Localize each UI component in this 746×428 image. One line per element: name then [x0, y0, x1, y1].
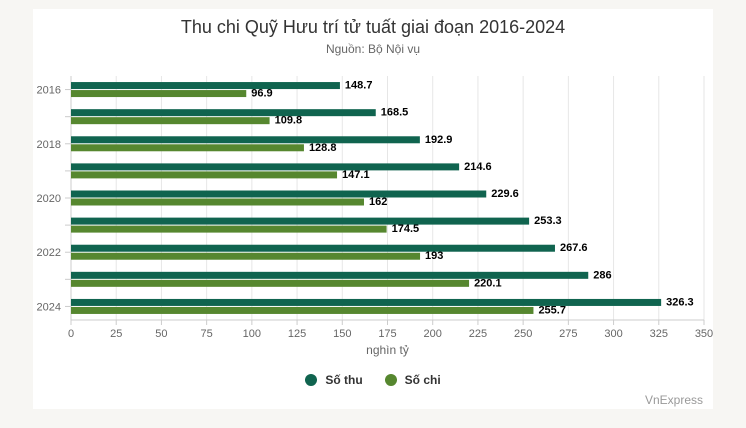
- bar-so-chi: [71, 117, 270, 125]
- data-label: 214.6: [464, 161, 492, 173]
- data-label: 128.8: [309, 142, 337, 154]
- x-tick-label: 250: [514, 328, 532, 340]
- x-tick-label: 300: [604, 328, 622, 340]
- bar-so-thu: [71, 271, 589, 279]
- bar-so-chi: [71, 279, 470, 287]
- bar-so-thu: [71, 244, 555, 252]
- bar-so-chi: [71, 225, 387, 233]
- chart-card: Thu chi Quỹ Hưu trí tử tuất giai đoạn 20…: [33, 9, 713, 409]
- x-tick-label: 225: [469, 328, 487, 340]
- legend-item-so-thu[interactable]: Số thu: [305, 373, 363, 387]
- data-label: 286: [593, 269, 611, 281]
- x-tick-label: 75: [201, 328, 213, 340]
- bar-so-chi: [71, 90, 247, 98]
- bar-so-thu: [71, 163, 460, 171]
- x-tick-label: 0: [68, 328, 74, 340]
- x-tick-label: 25: [110, 328, 122, 340]
- y-tick-label: 2016: [37, 85, 61, 97]
- bar-so-chi: [71, 252, 421, 260]
- bar-so-thu: [71, 136, 420, 144]
- x-tick-label: 175: [378, 328, 396, 340]
- x-tick-label: 125: [288, 328, 306, 340]
- data-label: 267.6: [560, 242, 588, 254]
- data-label: 109.8: [275, 115, 303, 127]
- bar-so-thu: [71, 298, 662, 306]
- data-label: 192.9: [425, 134, 453, 146]
- y-tick-label: 2018: [37, 139, 61, 151]
- chart-title: Thu chi Quỹ Hưu trí tử tuất giai đoạn 20…: [180, 17, 566, 37]
- data-label: 253.3: [534, 215, 562, 227]
- data-label: 193: [425, 250, 443, 262]
- legend-marker: [305, 374, 318, 386]
- bar-so-chi: [71, 306, 534, 314]
- bar-so-thu: [71, 109, 376, 117]
- data-label: 255.7: [538, 304, 566, 316]
- y-tick-label: 2022: [37, 247, 61, 259]
- bar-so-thu: [71, 217, 530, 225]
- chart-subtitle: Nguồn: Bộ Nội vụ: [325, 42, 421, 56]
- x-tick-label: 100: [243, 328, 261, 340]
- x-tick-label: 50: [155, 328, 167, 340]
- source-credit: VnExpress: [644, 393, 703, 407]
- x-tick-label: 350: [695, 328, 713, 340]
- bar-chart-plot: 0 25 50 75 100 125 150 175 200 225 250 275 300 325 350…: [37, 76, 713, 357]
- data-label: 148.7: [345, 80, 373, 92]
- legend-label: Số chi: [404, 373, 441, 387]
- legend-marker: [384, 374, 397, 386]
- x-axis-title: nghìn tỷ: [366, 343, 409, 357]
- x-tick-label: 150: [333, 328, 351, 340]
- data-label: 147.1: [342, 169, 370, 181]
- data-label: 220.1: [474, 277, 502, 289]
- legend-label: Số thu: [325, 373, 363, 387]
- x-tick-label: 325: [650, 328, 668, 340]
- data-label: 168.5: [381, 107, 409, 119]
- data-label: 96.9: [251, 88, 272, 100]
- bar-so-chi: [71, 198, 364, 206]
- y-tick-label: 2020: [37, 193, 61, 205]
- data-label: 174.5: [392, 223, 420, 235]
- bar-so-chi: [71, 144, 304, 152]
- data-label: 326.3: [666, 296, 694, 308]
- data-label: 229.6: [491, 188, 519, 200]
- bar-so-chi: [71, 171, 338, 179]
- x-tick-label: 275: [559, 328, 577, 340]
- chart-legend: Số thu Số chi: [33, 373, 713, 387]
- data-label: 162: [369, 196, 387, 208]
- x-tick-label: 200: [424, 328, 442, 340]
- legend-item-so-chi[interactable]: Số chi: [384, 373, 441, 387]
- y-tick-label: 2024: [37, 301, 61, 313]
- bar-so-thu: [71, 190, 487, 198]
- bar-so-thu: [71, 82, 340, 90]
